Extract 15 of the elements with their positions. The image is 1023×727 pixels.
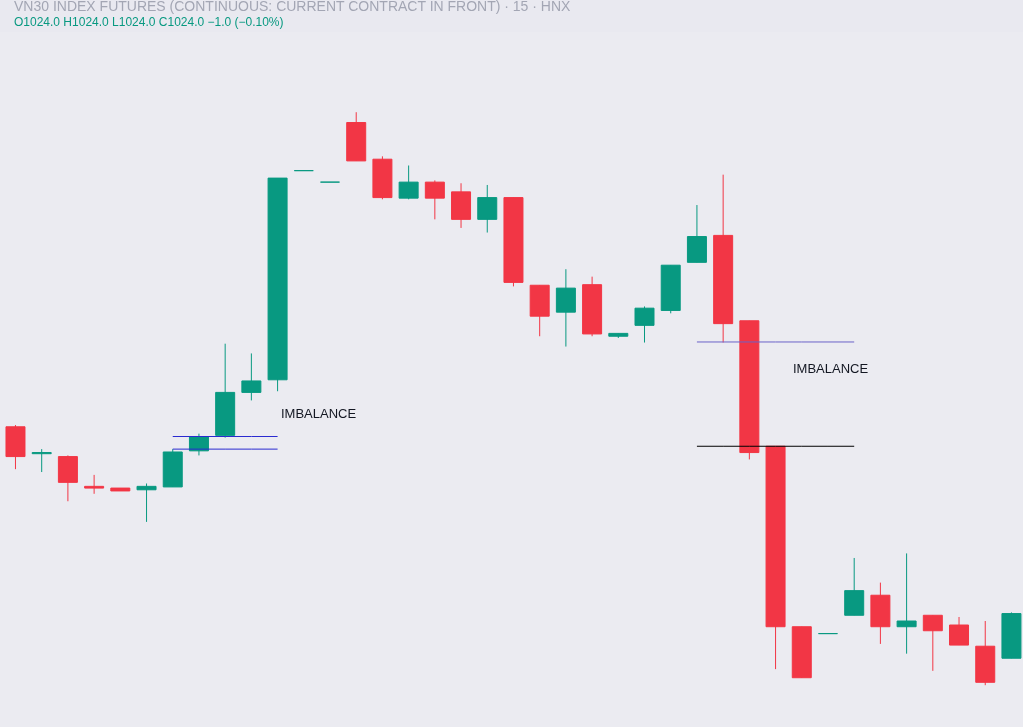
annotation: IMBALANCE (281, 406, 357, 421)
candlestick (31, 448, 52, 473)
candlestick (398, 165, 419, 200)
candlestick (477, 184, 498, 234)
candlestick (84, 474, 105, 495)
candlestick (634, 305, 655, 344)
annotation: IMBALANCE (793, 361, 869, 376)
chart-title: VN30 INDEX FUTURES (CONTINUOUS: CURRENT CONTRACT IN FRONT) · 15 · HNX (14, 0, 572, 14)
candlestick (949, 616, 970, 646)
candlestick (136, 482, 157, 523)
candlestick (896, 552, 917, 655)
candlestick (424, 179, 445, 220)
candlestick (241, 352, 262, 401)
chart-subtitle: O1024.0 H1024.0 L1024.0 C1024.0 −1.0 (−0.10%) (14, 15, 284, 29)
candlestick (922, 614, 943, 672)
